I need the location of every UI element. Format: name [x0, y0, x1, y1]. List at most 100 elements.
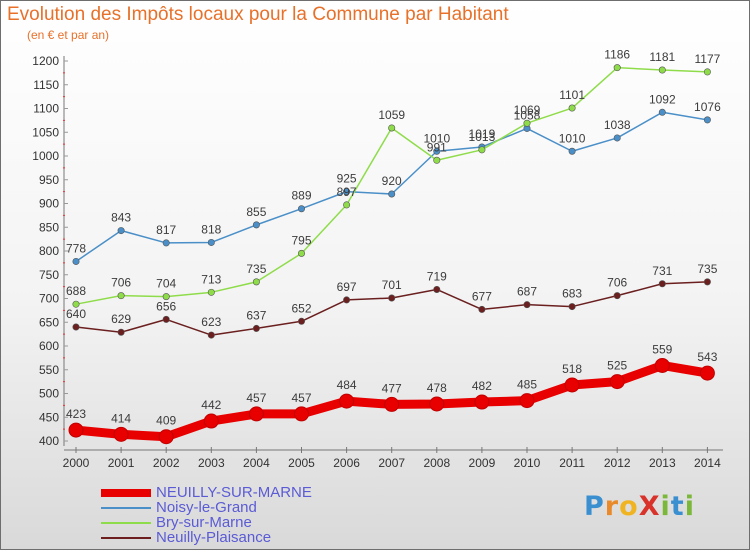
legend-swatch: [101, 489, 151, 497]
data-label: 640: [66, 307, 86, 321]
x-tick-label: 2000: [63, 456, 90, 470]
data-point: [478, 305, 486, 313]
y-tick-label: 700: [39, 292, 59, 306]
data-point: [388, 190, 396, 198]
data-point: [113, 426, 129, 442]
y-tick-label: 650: [39, 315, 59, 329]
data-point: [609, 374, 625, 390]
data-label: 1010: [423, 131, 450, 145]
data-label: 925: [337, 172, 357, 186]
data-point: [433, 285, 441, 293]
data-label: 920: [382, 174, 402, 188]
x-tick-label: 2001: [108, 456, 135, 470]
y-tick-label: 1000: [32, 149, 59, 163]
data-label: 482: [472, 379, 492, 393]
y-tick-label: 600: [39, 339, 59, 353]
data-label: 543: [697, 350, 717, 364]
x-tick-label: 2013: [649, 456, 676, 470]
data-label: 1186: [604, 48, 630, 62]
x-tick-label: 2014: [694, 456, 721, 470]
data-point: [72, 323, 80, 331]
data-label: 719: [427, 269, 447, 283]
data-label: 1059: [378, 108, 405, 122]
data-point: [433, 156, 441, 164]
y-tick-label: 1150: [33, 78, 59, 92]
data-label: 629: [111, 312, 131, 326]
data-point: [568, 147, 576, 155]
data-label: 843: [111, 211, 131, 225]
data-label: 478: [427, 381, 447, 395]
data-label: 855: [246, 205, 266, 219]
data-point: [658, 66, 666, 74]
proxiti-logo: ProXiti: [584, 491, 695, 522]
data-point: [703, 68, 711, 76]
data-point: [384, 396, 400, 412]
data-point: [523, 301, 531, 309]
data-point: [158, 429, 174, 445]
data-label: 677: [472, 289, 492, 303]
y-tick-label: 400: [39, 434, 59, 448]
data-label: 687: [517, 285, 537, 299]
legend-swatch: [101, 507, 151, 509]
x-tick-label: 2006: [333, 456, 360, 470]
data-point: [613, 134, 621, 142]
data-point: [474, 394, 490, 410]
data-label: 656: [156, 299, 176, 313]
data-label: 735: [697, 262, 717, 276]
data-point: [523, 119, 531, 127]
data-point: [433, 147, 441, 155]
data-point: [613, 292, 621, 300]
data-label: 818: [201, 222, 221, 236]
data-label: 897: [337, 185, 357, 199]
data-label: 889: [291, 189, 311, 203]
data-label: 442: [201, 398, 221, 412]
data-point: [703, 278, 711, 286]
y-tick-label: 1200: [32, 54, 59, 68]
data-label: 1019: [469, 127, 496, 141]
data-point: [252, 278, 260, 286]
y-tick-label: 550: [39, 363, 59, 377]
data-point: [252, 324, 260, 332]
data-label: 414: [111, 411, 131, 425]
data-label: 485: [517, 378, 537, 392]
data-label: 1010: [559, 131, 586, 145]
data-point: [207, 288, 215, 296]
x-tick-label: 2002: [153, 456, 180, 470]
data-point: [297, 205, 305, 213]
data-label: 817: [156, 223, 176, 237]
data-label: 518: [562, 362, 582, 376]
chart-title: Evolution des Impôts locaux pour la Comm…: [7, 4, 509, 25]
data-point: [568, 303, 576, 311]
data-label: 704: [156, 277, 176, 291]
data-point: [207, 331, 215, 339]
data-label: 477: [382, 381, 402, 395]
legend-label: Noisy-le-Grand: [156, 499, 257, 516]
data-point: [252, 221, 260, 229]
data-point: [613, 64, 621, 72]
data-label: 457: [291, 391, 311, 405]
data-label: 1092: [649, 92, 676, 106]
data-point: [703, 116, 711, 124]
data-point: [339, 393, 355, 409]
data-label: 1181: [649, 50, 675, 64]
data-point: [388, 294, 396, 302]
data-label: 1038: [604, 118, 631, 132]
x-tick-label: 2011: [559, 456, 585, 470]
data-point: [429, 396, 445, 412]
data-point: [203, 413, 219, 429]
legend-swatch: [101, 522, 151, 524]
data-point: [343, 201, 351, 209]
data-label: 1013: [469, 130, 496, 144]
x-tick-label: 2007: [378, 456, 405, 470]
data-label: 713: [201, 272, 221, 286]
y-tick-label: 1050: [32, 125, 59, 139]
data-point: [117, 328, 125, 336]
data-point: [72, 257, 80, 265]
data-point: [248, 406, 264, 422]
y-tick-label: 850: [39, 220, 59, 234]
data-label: 688: [66, 284, 86, 298]
data-point: [654, 357, 670, 373]
data-point: [658, 280, 666, 288]
